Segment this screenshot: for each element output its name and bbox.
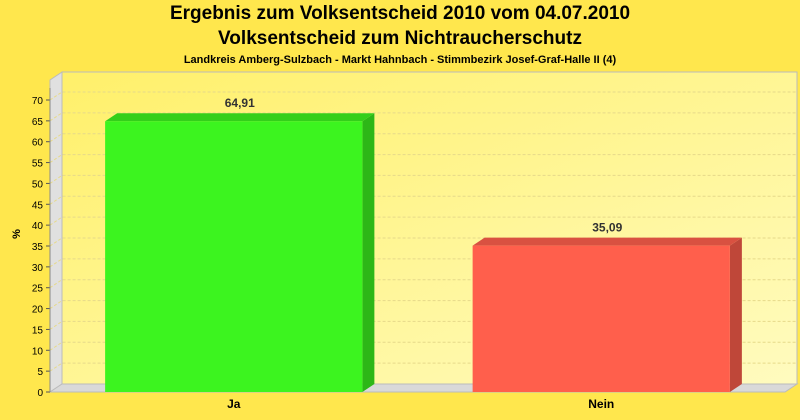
y-tick-label: 45 [32, 200, 44, 211]
y-tick-label: 10 [32, 346, 44, 357]
y-tick-label: 65 [32, 117, 44, 128]
bars: 64,91 Ja 35,09 Nein [105, 96, 742, 411]
chart-subtitle: Landkreis Amberg-Sulzbach - Markt Hahnba… [183, 54, 617, 66]
x-tick-label: Nein [588, 397, 614, 411]
bar-top [472, 237, 742, 246]
bar [472, 245, 730, 392]
y-tick-label: 0 [37, 388, 43, 399]
y-axis-label: % [11, 229, 23, 239]
bar-top [105, 113, 375, 122]
x-tick-label: Ja [227, 397, 241, 411]
y-tick-label: 55 [32, 159, 44, 170]
bar-side [362, 113, 375, 392]
y-tick-label: 60 [32, 138, 44, 149]
y-tick-label: 20 [32, 305, 44, 316]
y-tick-label: 50 [32, 179, 44, 190]
y-tick-label: 5 [37, 367, 43, 378]
data-label: 64,91 [225, 96, 255, 110]
y-tick-label: 15 [32, 325, 44, 336]
y-tick-label: 25 [32, 284, 44, 295]
bar-side [729, 237, 742, 392]
bar [105, 121, 363, 392]
y-tick-label: 35 [32, 242, 44, 253]
data-label: 35,09 [592, 221, 622, 235]
y-tick-label: 70 [32, 96, 44, 107]
chart-title-2: Volksentscheid zum Nichtraucherschutz [218, 28, 582, 49]
y-tick-label: 30 [32, 263, 44, 274]
chart-title: Ergebnis zum Volksentscheid 2010 vom 04.… [169, 3, 631, 24]
y-axis: 0 5 10 15 20 25 30 35 40 45 50 55 60 65 70 [32, 88, 51, 399]
y-tick-label: 40 [32, 221, 44, 232]
